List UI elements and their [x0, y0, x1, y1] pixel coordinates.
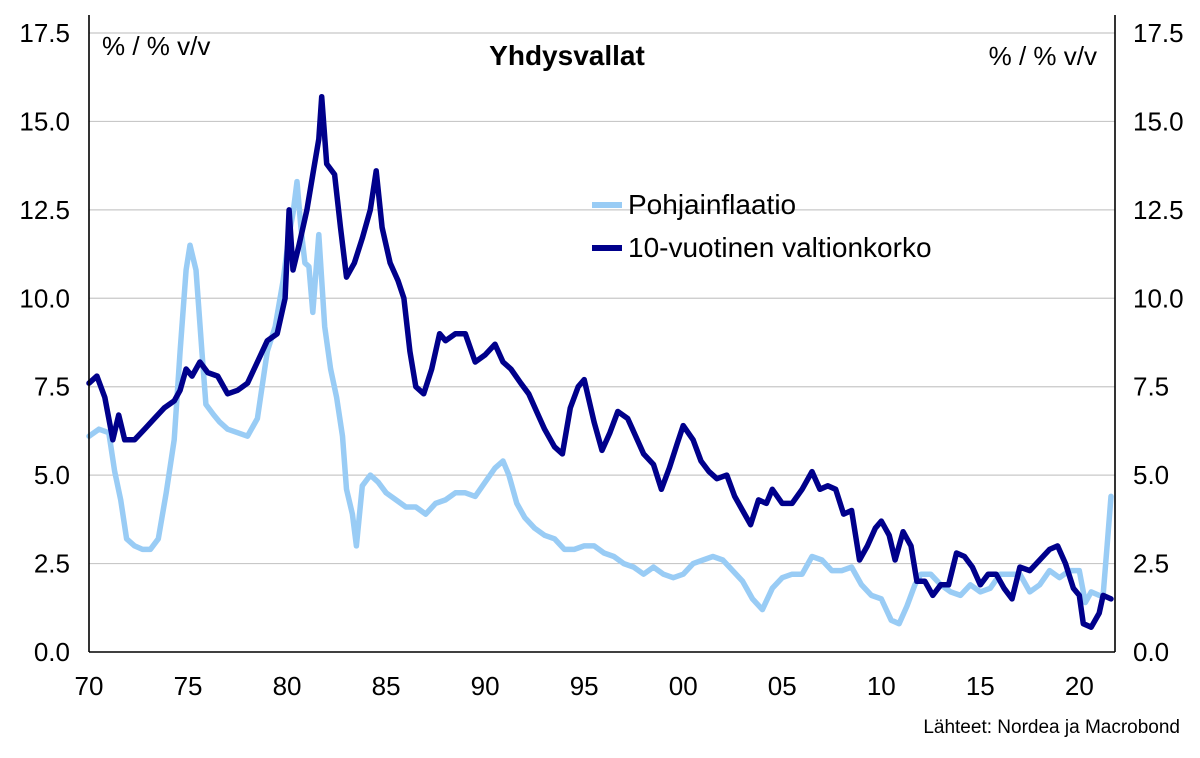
y-tick-label-right: 12.5: [1133, 195, 1184, 225]
left-axis-unit-label: % / % v/v: [102, 31, 210, 61]
series-line-10-vuotinen-valtionkorko: [86, 93, 1114, 630]
x-tick-label: 80: [273, 671, 302, 701]
y-tick-label-left: 7.5: [34, 372, 70, 402]
y-tick-label-right: 15.0: [1133, 106, 1184, 136]
x-tick-label: 75: [174, 671, 203, 701]
legend-label-pohjainflaatio: Pohjainflaatio: [628, 189, 796, 220]
y-tick-label-right: 5.0: [1133, 460, 1169, 490]
y-tick-label-left: 10.0: [19, 283, 70, 313]
series-line-pohjainflaatio: [86, 178, 1114, 627]
left-y-tick-labels: 0.0 2.5 5.0 7.5 10.0 12.5 15.0 17.5: [19, 18, 70, 667]
y-tick-label-right: 17.5: [1133, 18, 1184, 48]
y-tick-label-left: 15.0: [19, 106, 70, 136]
y-tick-label-left: 0.0: [34, 637, 70, 667]
x-tick-label: 70: [75, 671, 104, 701]
x-tick-label: 90: [471, 671, 500, 701]
y-tick-label-left: 5.0: [34, 460, 70, 490]
x-tick-labels: 70 75 80 85 90 95 00 05 10 15 20: [75, 671, 1094, 701]
chart-title: Yhdysvallat: [489, 40, 645, 71]
y-tick-label-right: 7.5: [1133, 372, 1169, 402]
y-tick-label-left: 12.5: [19, 195, 70, 225]
y-tick-label-left: 17.5: [19, 18, 70, 48]
gridlines: [89, 32, 1115, 565]
x-tick-label: 05: [768, 671, 797, 701]
legend: Pohjainflaatio 10-vuotinen valtionkorko: [592, 189, 932, 263]
x-tick-label: 15: [966, 671, 995, 701]
y-tick-label-left: 2.5: [34, 549, 70, 579]
series-lines: [86, 93, 1114, 630]
y-tick-label-right: 10.0: [1133, 283, 1184, 313]
x-tick-label: 10: [867, 671, 896, 701]
y-tick-label-right: 2.5: [1133, 549, 1169, 579]
right-y-tick-labels: 0.0 2.5 5.0 7.5 10.0 12.5 15.0 17.5: [1133, 18, 1184, 667]
right-axis-unit-label: % / % v/v: [989, 41, 1097, 71]
x-tick-label: 20: [1065, 671, 1094, 701]
source-note: Lähteet: Nordea ja Macrobond: [923, 717, 1180, 738]
x-tick-label: 95: [570, 671, 599, 701]
axes: [88, 15, 1116, 653]
x-tick-label: 85: [372, 671, 401, 701]
x-tick-label: 00: [669, 671, 698, 701]
y-tick-label-right: 0.0: [1133, 637, 1169, 667]
legend-label-10-vuotinen-valtionkorko: 10-vuotinen valtionkorko: [628, 232, 932, 263]
